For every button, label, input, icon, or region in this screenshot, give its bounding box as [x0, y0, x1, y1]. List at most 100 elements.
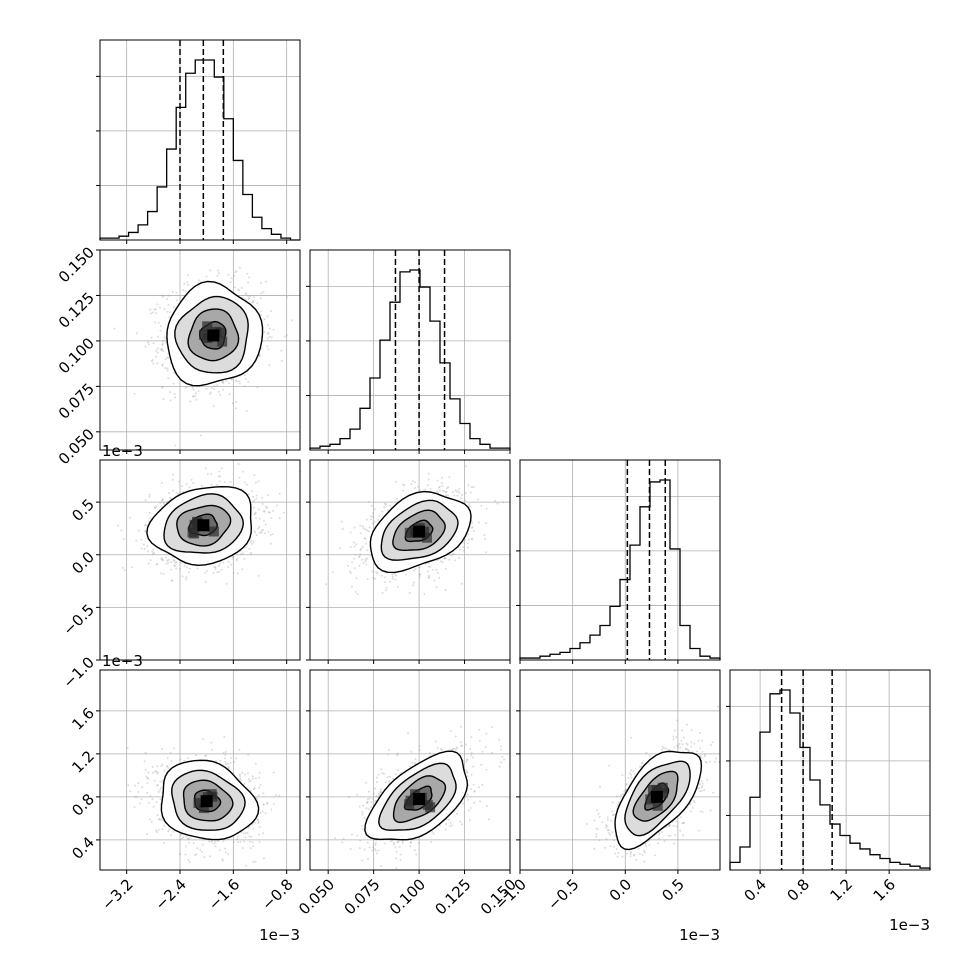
scatter-point	[361, 558, 364, 561]
scatter-point	[448, 476, 451, 479]
scatter-point	[280, 360, 283, 362]
scatter-point	[246, 832, 249, 835]
scatter-point	[188, 571, 191, 574]
scatter-point	[427, 472, 430, 475]
scatter-point	[186, 281, 189, 284]
scatter-point	[396, 497, 398, 500]
scatter-point	[117, 524, 119, 527]
scatter-point	[485, 551, 488, 554]
scatter-point	[180, 561, 183, 564]
scatter-point	[253, 296, 256, 299]
scatter-point	[225, 582, 228, 585]
scatter-point	[436, 479, 439, 482]
scatter-point	[213, 842, 216, 845]
scatter-point	[255, 481, 257, 484]
density-cell	[202, 321, 213, 332]
scatter-point	[184, 578, 187, 581]
scatter-point	[181, 485, 183, 488]
scatter-point	[244, 546, 247, 549]
scatter-point	[251, 500, 254, 503]
scatter-point	[484, 537, 486, 540]
scatter-point	[195, 853, 198, 856]
scatter-point	[221, 380, 224, 383]
panel-background	[520, 460, 720, 660]
scatter-point	[440, 482, 443, 484]
scatter-point	[218, 563, 221, 565]
scatter-point	[385, 586, 388, 589]
scatter-point	[235, 379, 238, 382]
scatter-point	[266, 506, 269, 509]
scatter-point	[359, 532, 362, 535]
scatter-point	[441, 489, 444, 492]
scatter-point	[385, 589, 387, 592]
scatter-point	[144, 345, 147, 348]
scatter-point	[243, 557, 246, 560]
scatter-point	[133, 784, 136, 787]
scatter-point	[167, 767, 170, 770]
scatter-point	[171, 556, 174, 558]
scatter-point	[154, 321, 157, 324]
scatter-point	[148, 495, 151, 498]
scatter-point	[194, 392, 197, 395]
scatter-point	[133, 805, 136, 808]
scatter-point	[350, 585, 353, 588]
scatter-point	[270, 336, 273, 339]
scatter-point	[235, 559, 238, 562]
scatter-point	[359, 524, 362, 527]
scatter-point	[232, 571, 235, 574]
scatter-point	[155, 349, 158, 352]
scatter-point	[290, 319, 293, 322]
scatter-point	[353, 557, 356, 560]
scatter-point	[188, 486, 191, 489]
scatter-point	[206, 473, 209, 476]
scatter-point	[269, 534, 272, 536]
scatter-point	[472, 486, 475, 489]
scatter-point	[128, 516, 131, 519]
scatter-point	[144, 530, 147, 533]
scatter-point	[172, 473, 175, 476]
scatter-point	[351, 561, 354, 564]
scatter-point	[222, 382, 225, 384]
scatter-point	[485, 507, 488, 510]
scatter-point	[161, 364, 164, 367]
scatter-point	[209, 269, 212, 272]
scatter-point	[372, 576, 375, 579]
scatter-point	[160, 765, 163, 768]
scatter-point	[209, 392, 212, 395]
scatter-point	[209, 391, 212, 394]
scatter-point	[252, 845, 255, 848]
scatter-point	[380, 574, 383, 577]
scatter-point	[254, 512, 257, 515]
scatter-point	[438, 576, 441, 579]
scatter-point	[208, 840, 211, 843]
scatter-point	[221, 858, 224, 861]
scatter-point	[438, 486, 440, 489]
scatter-point	[464, 499, 467, 502]
scatter-point	[159, 819, 162, 821]
scatter-point	[156, 784, 159, 787]
scatter-point	[156, 335, 159, 338]
scatter-point	[152, 342, 155, 345]
scatter-point	[444, 567, 447, 570]
scatter-point	[384, 576, 387, 579]
scatter-point	[192, 388, 195, 391]
scatter-point	[460, 497, 462, 499]
scatter-point	[371, 504, 373, 507]
scatter-point	[257, 480, 260, 483]
scatter-point	[230, 563, 233, 566]
scatter-point	[234, 271, 237, 274]
scatter-point	[247, 281, 250, 284]
scatter-point	[167, 558, 170, 561]
scatter-point	[258, 517, 261, 520]
scatter-point	[172, 830, 175, 833]
scatter-point	[366, 578, 369, 581]
scatter-point	[214, 568, 217, 571]
scatter-point	[166, 298, 169, 300]
scatter-point	[216, 384, 219, 387]
scatter-point	[187, 841, 190, 844]
scatter-point	[403, 484, 406, 487]
scatter-point	[402, 489, 405, 492]
histogram-panel-1	[306, 249, 511, 454]
scatter-point	[174, 444, 177, 447]
scatter-point	[154, 506, 156, 509]
